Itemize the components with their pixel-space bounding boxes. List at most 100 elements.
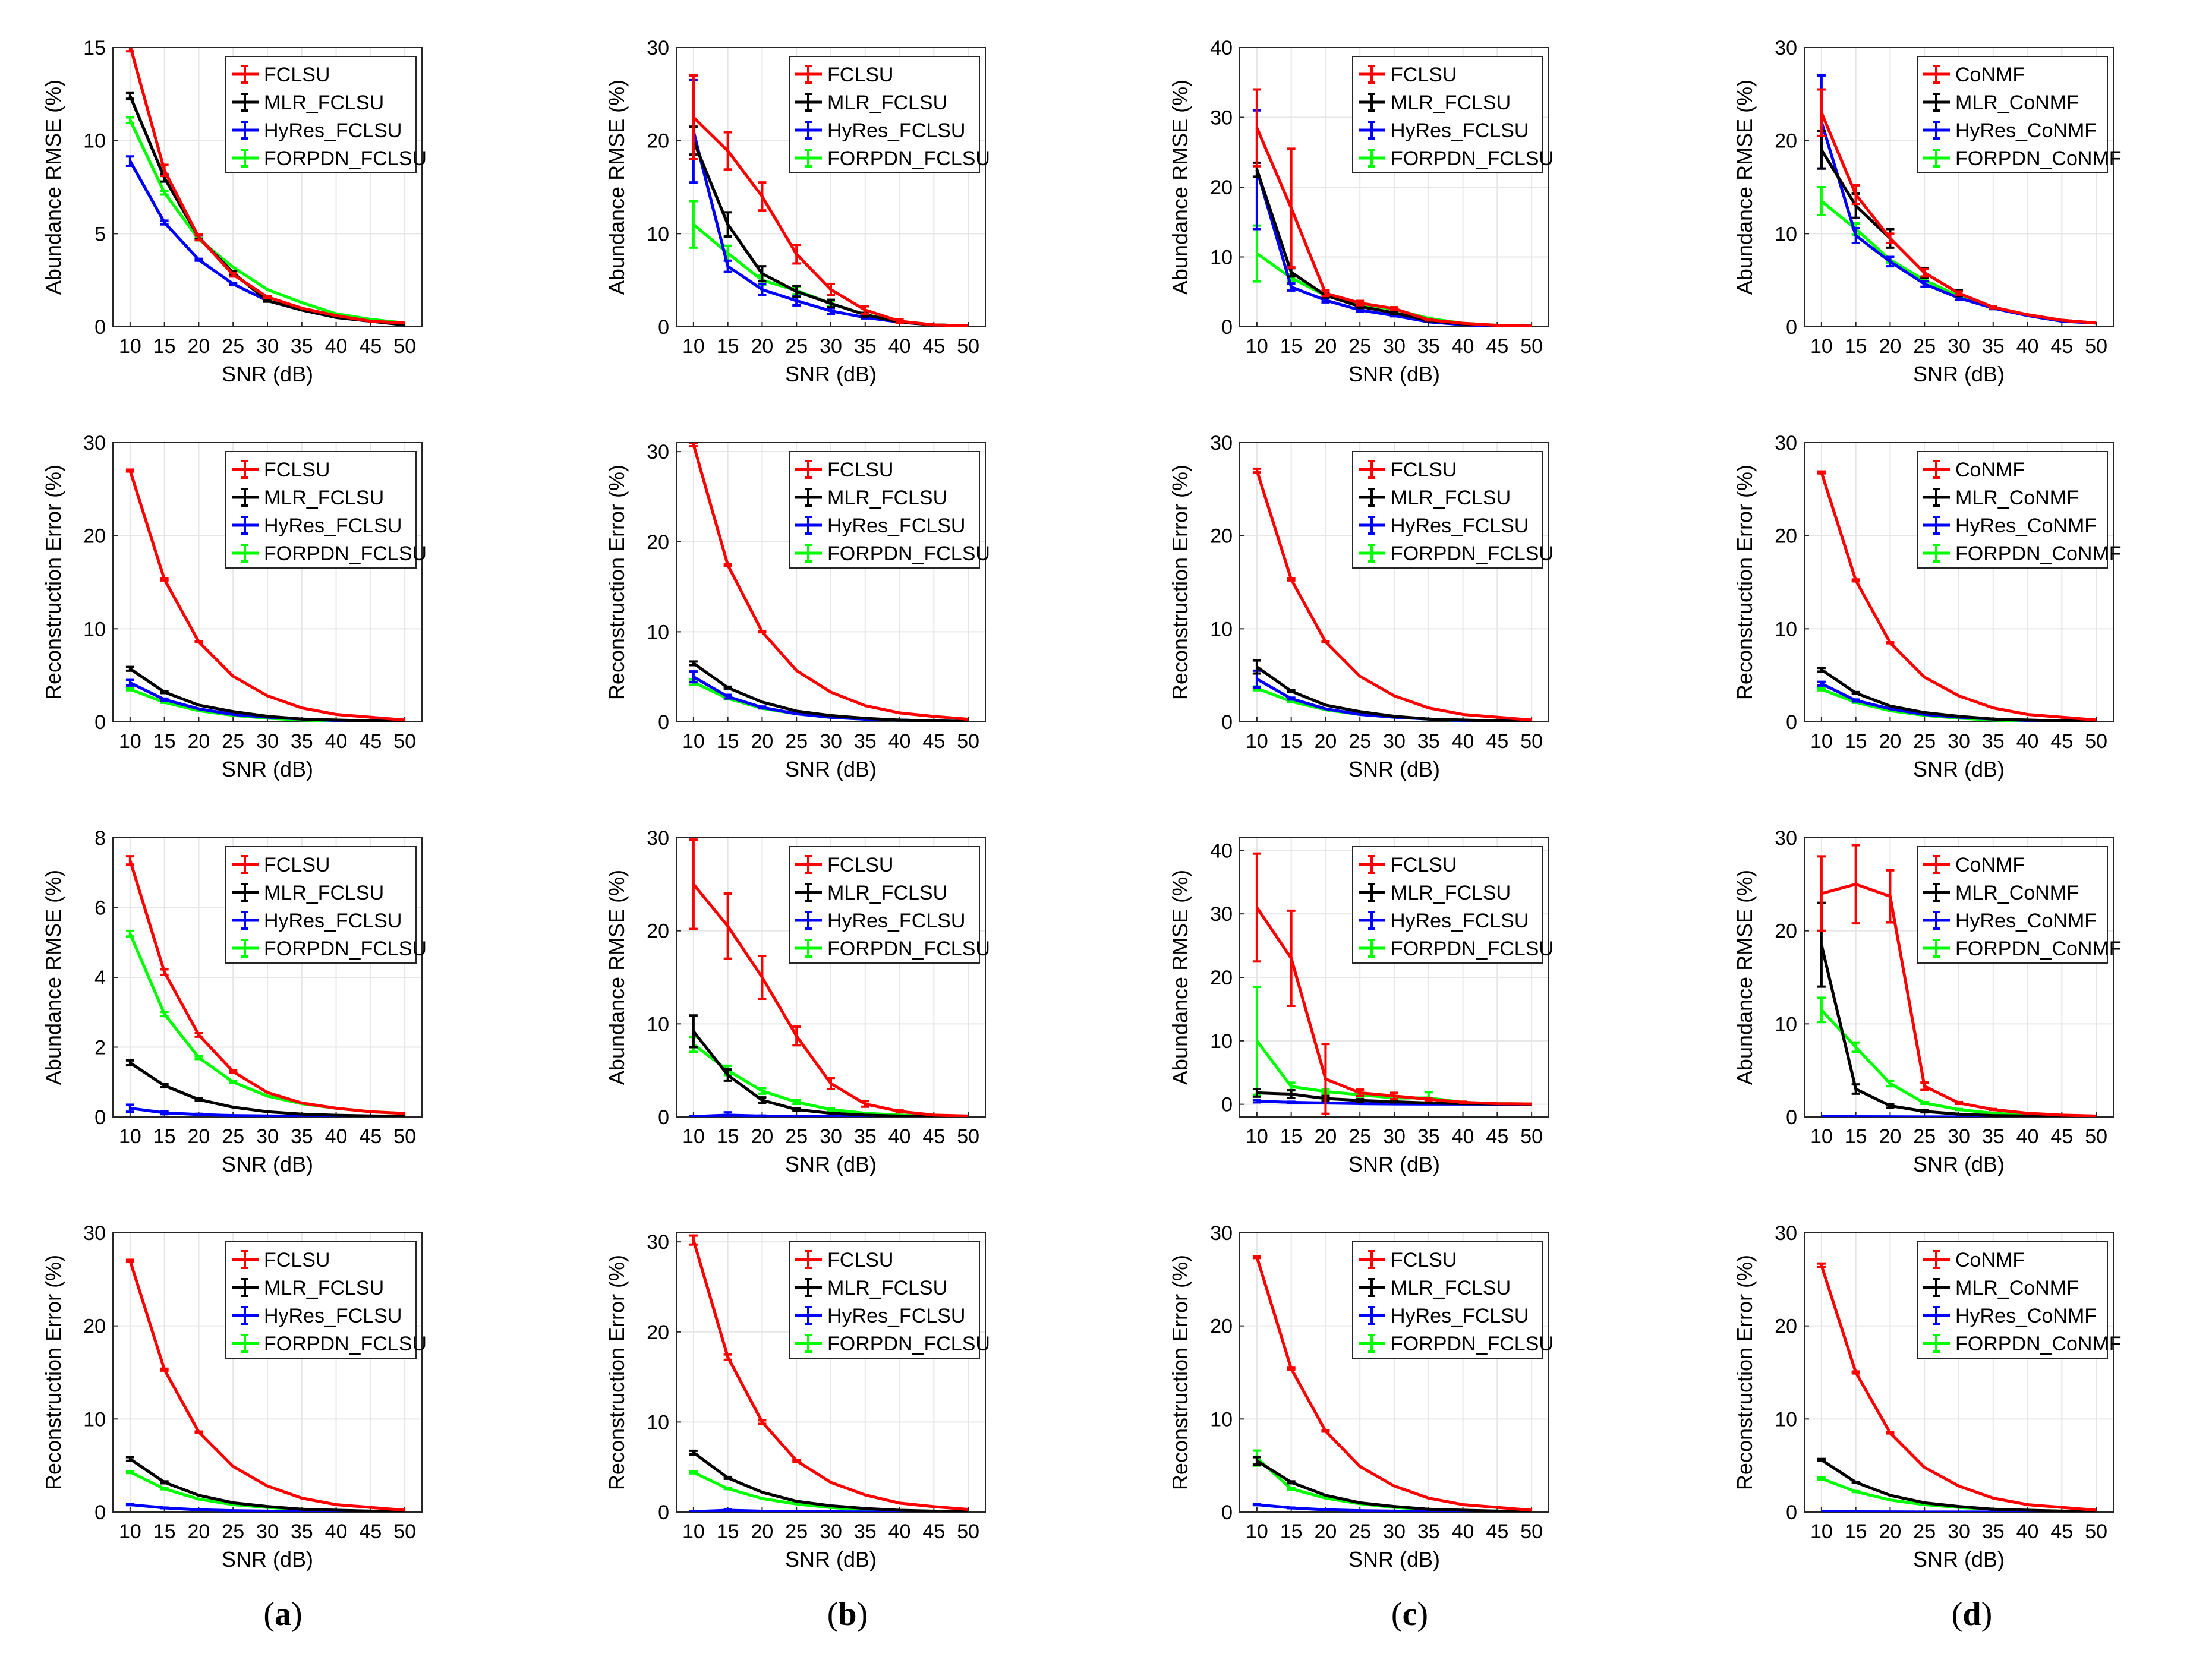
legend-label: FORPDN_CoNMF: [1955, 542, 2122, 565]
x-tick-label: 35: [291, 1520, 313, 1543]
legend-label: MLR_FCLSU: [264, 487, 384, 509]
data-layer: [689, 838, 969, 1117]
y-tick-label: 6: [94, 897, 106, 920]
x-tick-label: 45: [1486, 1125, 1508, 1148]
x-tick-label: 40: [2016, 1520, 2039, 1543]
y-tick-label: 10: [647, 621, 669, 643]
y-tick-label: 0: [658, 1501, 669, 1524]
x-tick-label: 50: [957, 1125, 979, 1148]
x-tick-label: 50: [1520, 335, 1543, 358]
y-tick-label: 0: [94, 1501, 106, 1524]
legend-label: HyRes_FCLSU: [264, 910, 402, 932]
legend-label: FCLSU: [827, 854, 893, 876]
x-axis-label: SNR (dB): [785, 1547, 877, 1571]
x-tick-label: 30: [1383, 1125, 1406, 1148]
y-tick-label: 10: [1210, 247, 1233, 269]
data-layer: [1252, 467, 1532, 722]
panel-label-a: (a): [263, 1596, 303, 1633]
x-tick-label: 40: [1452, 1520, 1474, 1543]
x-tick-label: 25: [222, 335, 244, 358]
y-tick-label: 20: [647, 531, 669, 554]
x-tick-label: 35: [1982, 730, 2005, 753]
x-tick-label: 40: [888, 335, 911, 358]
y-axis-label: Reconstruction Error (%): [41, 465, 65, 700]
legend-box: [1352, 846, 1543, 964]
x-tick-label: 15: [1845, 730, 1867, 753]
x-tick-label: 45: [359, 1520, 382, 1543]
x-tick-label: 45: [2050, 1125, 2073, 1148]
x-tick-label: 30: [1948, 1125, 1970, 1148]
x-tick-label: 50: [393, 335, 416, 358]
legend-box: [1352, 451, 1543, 569]
y-tick-label: 10: [647, 1013, 669, 1036]
x-tick-label: 45: [359, 335, 382, 358]
y-tick-label: 30: [647, 441, 669, 463]
y-tick-label: 10: [1210, 1030, 1233, 1053]
x-axis-label: SNR (dB): [1348, 757, 1440, 781]
series-line-MLR_FCLSU: [692, 662, 969, 722]
x-tick-label: 10: [119, 1125, 141, 1148]
x-axis-label: SNR (dB): [1913, 362, 2005, 386]
x-tick-label: 30: [1948, 335, 1970, 358]
x-tick-label: 30: [1948, 1520, 1970, 1543]
x-tick-label: 45: [2050, 335, 2073, 358]
legend-label: FORPDN_FCLSU: [827, 1333, 990, 1355]
chart-panel: 10 15 20 25 30 35 40 45 50 0 10 20 30 SNR (dB) Reconst…: [41, 432, 427, 781]
x-tick-label: 20: [1315, 335, 1337, 358]
x-tick-label: 40: [2016, 730, 2039, 753]
x-tick-label: 40: [2016, 1125, 2039, 1148]
legend-label: HyRes_FCLSU: [264, 119, 402, 142]
data-layer: [689, 443, 969, 722]
x-tick-label: 10: [682, 730, 705, 753]
x-tick-label: 30: [256, 1520, 279, 1543]
x-axis-label: SNR (dB): [1348, 1547, 1440, 1571]
legend-label: FCLSU: [264, 64, 330, 86]
y-tick-label: 20: [1210, 176, 1233, 199]
panel-label-c: (c): [1391, 1596, 1429, 1633]
x-tick-label: 20: [188, 730, 210, 753]
legend-box: [225, 56, 417, 173]
series-line-MLR_FCLSU: [129, 1061, 405, 1117]
legend-label: FORPDN_FCLSU: [264, 938, 427, 960]
y-tick-label: 8: [94, 827, 106, 850]
x-tick-label: 45: [2050, 730, 2073, 753]
y-tick-label: 10: [647, 223, 669, 245]
legend-label: FCLSU: [264, 854, 330, 876]
legend-label: FCLSU: [827, 64, 893, 86]
data-layer: [125, 1258, 405, 1512]
legend-label: HyRes_FCLSU: [264, 1305, 402, 1327]
x-tick-label: 10: [1246, 335, 1268, 358]
series-line-CoNMF: [1820, 472, 2097, 722]
x-tick-label: 50: [2085, 335, 2107, 358]
legend-box: [789, 846, 980, 964]
y-tick-label: 10: [1775, 223, 1797, 245]
x-tick-label: 45: [2050, 1520, 2073, 1543]
y-tick-label: 30: [1210, 107, 1233, 130]
x-tick-label: 30: [820, 1520, 842, 1543]
x-tick-label: 50: [2085, 1125, 2107, 1148]
x-tick-label: 40: [325, 335, 348, 358]
x-axis-label: SNR (dB): [785, 757, 877, 781]
x-tick-label: 35: [291, 730, 313, 753]
x-axis-label: SNR (dB): [785, 1152, 877, 1176]
legend-label: FCLSU: [264, 459, 330, 481]
x-tick-label: 10: [1246, 1125, 1268, 1148]
series-line-MLR_FCLSU: [692, 1451, 969, 1512]
y-axis-label: Abundance RMSE (%): [604, 870, 629, 1085]
data-layer: [1252, 852, 1532, 1115]
x-tick-label: 25: [1913, 730, 1936, 753]
y-axis-label: Reconstruction Error (%): [1732, 1255, 1757, 1490]
x-tick-label: 40: [325, 730, 348, 753]
legend-label: MLR_FCLSU: [827, 1277, 947, 1299]
x-tick-label: 15: [1845, 335, 1867, 358]
x-tick-label: 25: [1348, 1520, 1371, 1543]
y-tick-label: 20: [647, 1321, 669, 1344]
x-tick-label: 25: [1348, 335, 1371, 358]
y-tick-label: 20: [647, 130, 669, 153]
y-axis-label: Reconstruction Error (%): [604, 1255, 629, 1490]
legend-label: FORPDN_FCLSU: [1391, 147, 1554, 170]
x-tick-label: 50: [1520, 730, 1543, 753]
x-tick-label: 10: [682, 335, 705, 358]
legend-label: MLR_CoNMF: [1955, 487, 2079, 509]
y-tick-label: 10: [83, 1408, 106, 1431]
